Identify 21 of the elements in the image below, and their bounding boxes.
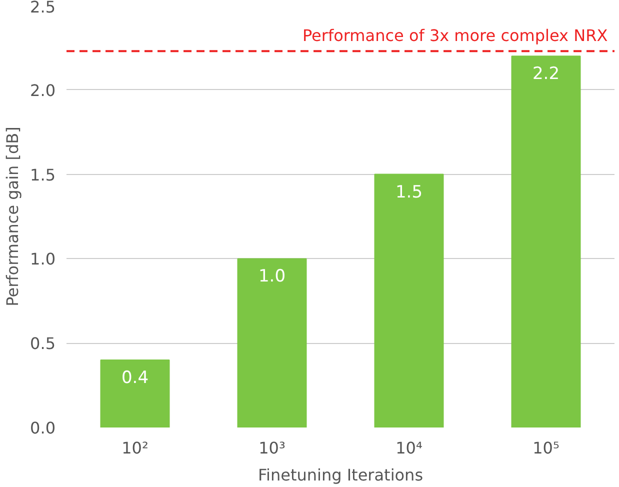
x-tick-label: 10² — [122, 438, 148, 458]
y-tick-label: 1.0 — [30, 250, 56, 269]
x-tick-label: 10⁵ — [532, 438, 560, 458]
data-label: 2.2 — [532, 64, 560, 84]
x-tick-label: 10⁴ — [396, 438, 422, 458]
data-label: 0.4 — [121, 368, 149, 388]
ref-line-label: Performance of 3x more complex NRX — [302, 26, 608, 46]
bar — [237, 258, 307, 428]
data-label: 1.0 — [258, 266, 286, 287]
bar — [100, 359, 170, 428]
x-axis-title: Finetuning Iterations — [258, 466, 424, 484]
y-tick-label: 0.5 — [30, 334, 56, 354]
y-axis-title: Performance gain [dB] — [3, 126, 22, 306]
y-tick-label: 2.5 — [30, 0, 56, 16]
bar — [374, 174, 444, 428]
data-label: 1.5 — [395, 182, 423, 202]
bar — [511, 56, 581, 428]
y-tick-label: 1.5 — [30, 165, 56, 184]
y-tick-label: 2.0 — [30, 80, 56, 100]
y-tick-label: 0.0 — [30, 418, 56, 438]
x-tick-label: 10³ — [258, 438, 286, 458]
